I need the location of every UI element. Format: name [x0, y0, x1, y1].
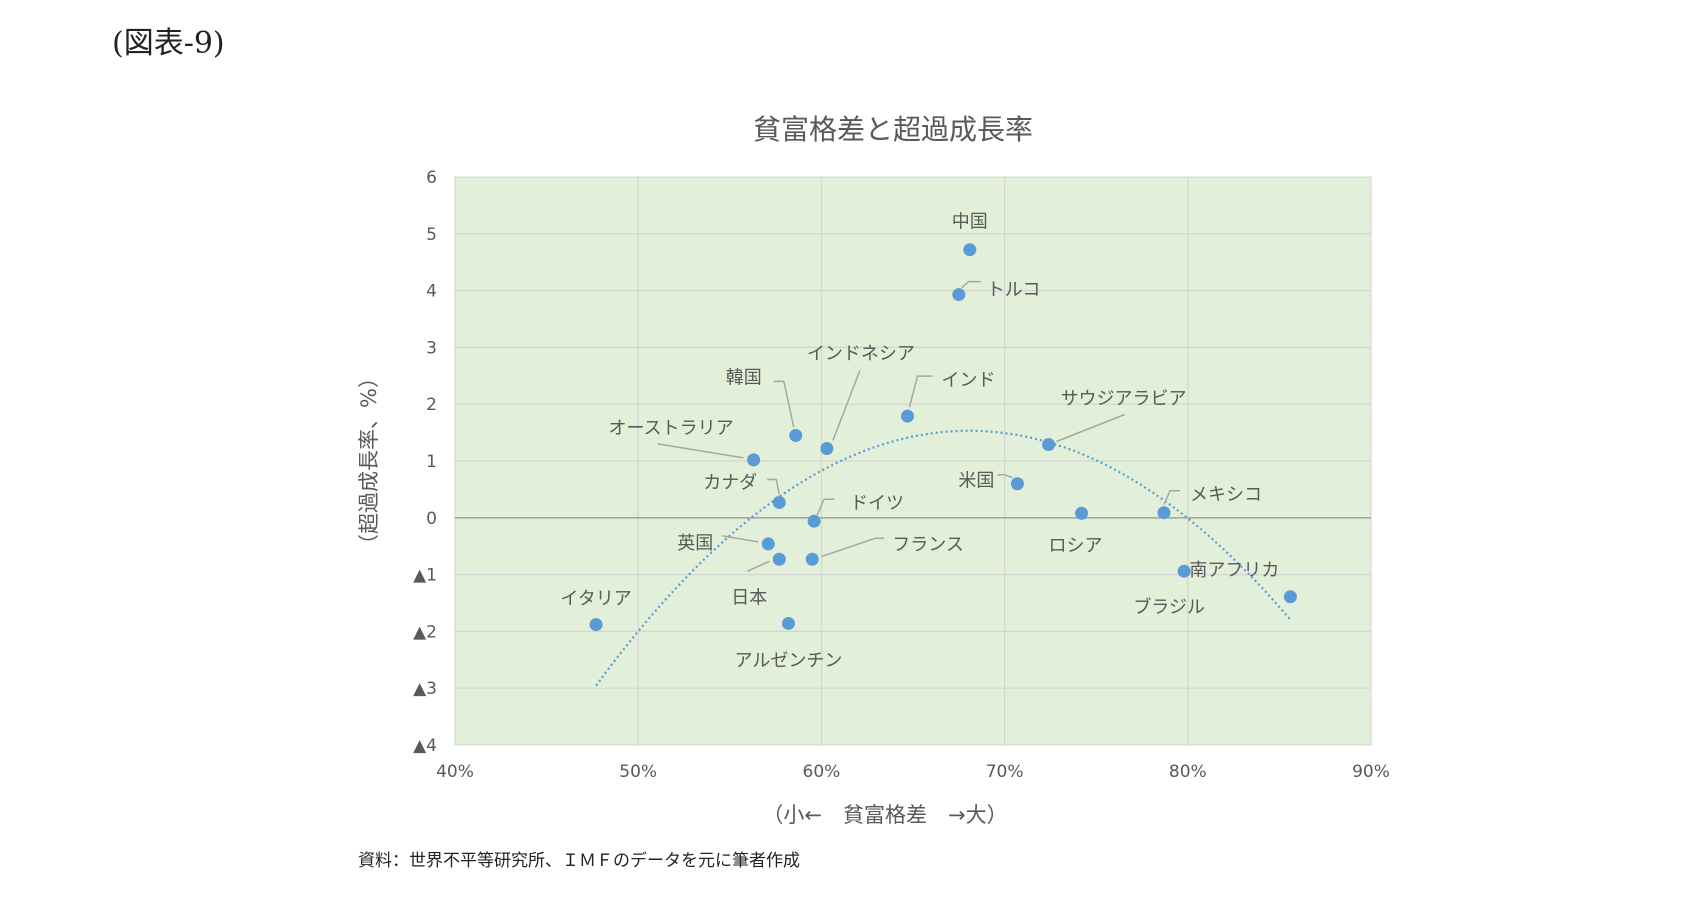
data-point	[1283, 590, 1297, 604]
x-tick-label: 60%	[803, 762, 841, 782]
leader-lines	[657, 280, 1180, 572]
source-note: 資料：世界不平等研究所、ＩＭＦのデータを元に筆者作成	[358, 851, 800, 871]
y-tick-label: 2	[426, 395, 437, 415]
data-point	[952, 288, 966, 302]
x-tick-label: 40%	[436, 762, 474, 782]
trendline	[595, 429, 1292, 687]
data-point	[789, 428, 803, 442]
y-tick-label: ▲2	[413, 622, 437, 642]
point-label: サウジアラビア	[1061, 389, 1187, 410]
point-label: オーストラリア	[609, 418, 734, 439]
y-tick-label: 4	[426, 282, 437, 302]
data-point	[1157, 506, 1171, 520]
y-tick-label: 6	[426, 168, 437, 188]
point-label: トルコ	[987, 280, 1041, 301]
point-label: 南アフリカ	[1189, 560, 1279, 581]
point-label: 米国	[958, 471, 994, 492]
leader-line	[816, 498, 835, 516]
x-axis-label: （小← 貧富格差 →大）	[762, 803, 1007, 827]
point-label: アルゼンチン	[735, 650, 843, 671]
data-point	[805, 552, 819, 566]
point-label: カナダ	[703, 472, 757, 493]
y-tick-label: ▲4	[413, 736, 437, 756]
leader-line	[767, 478, 781, 495]
data-point	[781, 616, 795, 630]
data-point	[1010, 477, 1024, 491]
x-tick-label: 90%	[1352, 762, 1390, 782]
leader-line	[746, 560, 770, 572]
point-label: メキシコ	[1190, 485, 1262, 506]
leader-line	[722, 535, 759, 543]
leader-line	[1163, 489, 1180, 505]
leader-line	[961, 280, 981, 289]
leader-line	[832, 370, 861, 441]
data-point	[820, 442, 834, 456]
leader-line	[821, 537, 885, 558]
data-point	[1075, 506, 1089, 520]
point-label: ドイツ	[850, 493, 904, 514]
data-point	[807, 514, 821, 528]
point-label: インド	[942, 370, 996, 391]
point-label: 中国	[952, 212, 988, 233]
leader-line	[997, 473, 1013, 479]
data-point	[1042, 438, 1056, 452]
point-label: インドネシア	[807, 344, 915, 365]
point-label: 英国	[677, 533, 713, 554]
x-tick-label: 50%	[619, 762, 657, 782]
data-point	[747, 453, 761, 467]
y-tick-label: 0	[426, 509, 437, 529]
point-label: フランス	[892, 534, 964, 555]
leader-line	[657, 443, 744, 459]
point-label: ブラジル	[1133, 596, 1205, 618]
x-tick-label: 80%	[1169, 762, 1207, 782]
data-point	[589, 618, 603, 632]
leader-line	[773, 380, 795, 428]
point-label: イタリア	[560, 589, 631, 610]
point-label: 韓国	[726, 367, 762, 388]
y-tick-label: 3	[426, 338, 437, 358]
data-point	[772, 552, 786, 566]
chart-title: 貧富格差と超過成長率	[753, 113, 1033, 146]
data-point	[963, 243, 977, 257]
data-point	[901, 409, 915, 423]
x-tick-label: 70%	[986, 762, 1024, 782]
gridlines	[455, 177, 1371, 745]
data-point	[772, 495, 786, 509]
y-tick-label: ▲3	[413, 679, 437, 699]
data-point	[1177, 564, 1191, 578]
point-label: 日本	[731, 587, 767, 608]
y-tick-label: ▲1	[413, 566, 437, 586]
leader-line	[1056, 413, 1125, 443]
y-tick-label: 1	[426, 452, 437, 472]
axis-ticks: 40% 50% 60% 70% 80% 90% 6 5 4 3 2 1 0 ▲1 ▲2 ▲3 ▲4	[413, 168, 1390, 782]
y-tick-label: 5	[426, 225, 437, 245]
data-point	[761, 537, 775, 551]
y-axis-label: （超過成長率、%）	[357, 367, 381, 555]
leader-line	[908, 375, 933, 408]
data-points	[589, 243, 1297, 632]
point-label: ロシア	[1049, 535, 1103, 556]
figure-label: (図表-9)	[112, 26, 225, 61]
